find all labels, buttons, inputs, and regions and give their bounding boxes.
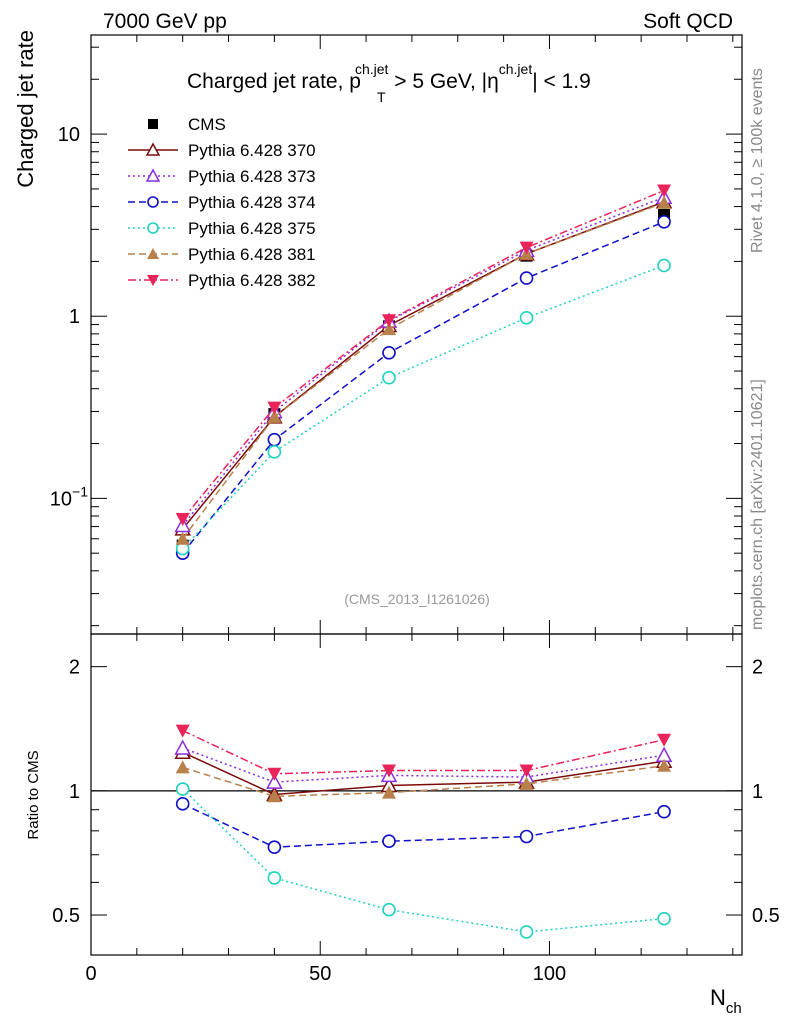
legend-marker-2: [145, 168, 161, 182]
ratio-point-3: [657, 911, 671, 926]
data-point-6: [657, 184, 672, 198]
ratio-point-5: [519, 764, 534, 778]
y-tick-label: 10−1: [50, 483, 88, 510]
series-line-5: [182, 202, 665, 540]
legend-entry-2: Pythia 6.428 373: [188, 167, 316, 186]
plot-title: Charged jet rate, pch.jet > 5 GeV, |ηch.…: [187, 61, 591, 93]
series-line-2: [182, 196, 665, 526]
ratio-point-1: [174, 739, 191, 755]
ratio-point-4: [175, 760, 190, 774]
ratio-line-1: [182, 747, 665, 783]
data-point-6: [267, 401, 282, 415]
data-point-3: [519, 271, 534, 285]
y-axis-label: Charged jet rate: [13, 30, 38, 188]
data-point-3: [267, 432, 282, 447]
legend-entry-3: Pythia 6.428 374: [188, 193, 316, 212]
data-point-6: [381, 314, 396, 328]
legend-marker-1: [145, 142, 161, 156]
rivet-label: Rivet 4.1.0, ≥ 100k events: [749, 68, 766, 253]
ratio-point-4: [657, 758, 672, 772]
data-point-5: [175, 531, 190, 545]
ratio-point-2: [175, 797, 190, 811]
ratio-y-axis-label: Ratio to CMS: [25, 750, 42, 839]
data-point-4: [382, 370, 396, 385]
ratio-line-3: [182, 788, 665, 933]
data-point-5: [381, 322, 396, 336]
data-point-3: [382, 345, 396, 360]
category-label: Soft QCD: [643, 10, 733, 33]
ratio-point-2: [519, 829, 534, 844]
ratio-line-0: [182, 751, 665, 796]
data-point-6: [175, 513, 190, 527]
data-point-4: [657, 258, 671, 273]
data-point-3: [657, 214, 671, 229]
ratio-point-4: [381, 785, 396, 799]
ratio-y-tick-label-right: 0.5: [752, 905, 780, 927]
legend-marker-3: [147, 196, 159, 208]
ratio-point-3: [175, 782, 190, 796]
ratio-y-tick-label: 1: [69, 781, 80, 803]
ratio-point-3: [519, 925, 534, 939]
ratio-point-2: [267, 840, 282, 855]
ratio-point-3: [382, 902, 396, 917]
ratio-line-4: [182, 765, 665, 798]
ratio-y-tick-label-right: 1: [752, 781, 763, 803]
legend-entry-5: Pythia 6.428 381: [188, 245, 316, 264]
ratio-point-4: [519, 776, 534, 790]
x-tick-label: 50: [309, 963, 331, 985]
ratio-point-5: [381, 764, 396, 778]
ratio-point-3: [267, 871, 282, 885]
ratio-point-2: [382, 834, 396, 848]
legend-entry-0: CMS: [188, 115, 226, 134]
ratio-point-4: [267, 789, 282, 803]
legend-marker-6: [147, 275, 159, 286]
data-point-4: [519, 311, 534, 325]
ratio-point-5: [267, 767, 282, 781]
ratio-y-tick-label-right: 2: [752, 657, 763, 679]
ratio-line-5: [182, 729, 665, 775]
ratio-point-5: [657, 733, 672, 747]
legend-entry-6: Pythia 6.428 382: [188, 271, 316, 290]
ratio-line-2: [182, 803, 665, 848]
y-tick-label: 10: [58, 124, 80, 146]
ratio-point-5: [175, 724, 190, 738]
ratio-y-tick-label: 0.5: [52, 905, 80, 927]
data-point-5: [657, 195, 672, 209]
legend-entry-1: Pythia 6.428 370: [188, 141, 316, 160]
ratio-y-tick-label: 2: [69, 657, 80, 679]
legend-marker-4: [147, 222, 159, 234]
ratio-point-1: [266, 773, 283, 789]
plot-title-subscript: T: [377, 89, 386, 105]
data-point-5: [267, 409, 282, 423]
data-point-6: [519, 241, 534, 255]
x-axis-label: Nch: [710, 985, 742, 1017]
data-point-4: [267, 445, 282, 459]
legend-entry-4: Pythia 6.428 375: [188, 219, 316, 238]
y-tick-label: 1: [69, 306, 80, 328]
legend-marker-0: [148, 119, 158, 129]
analysis-id: (CMS_2013_I1261026): [344, 591, 490, 607]
ratio-point-2: [657, 804, 671, 819]
x-tick-label: 100: [533, 963, 566, 985]
energy-label: 7000 GeV pp: [103, 10, 227, 33]
series-line-6: [182, 189, 665, 520]
legend-marker-5: [147, 248, 159, 259]
ratio-plot-frame: [90, 633, 743, 956]
x-tick-label: 0: [85, 963, 96, 985]
mcplots-label: mcplots.cern.ch [arXiv:2401.10621]: [749, 379, 766, 630]
